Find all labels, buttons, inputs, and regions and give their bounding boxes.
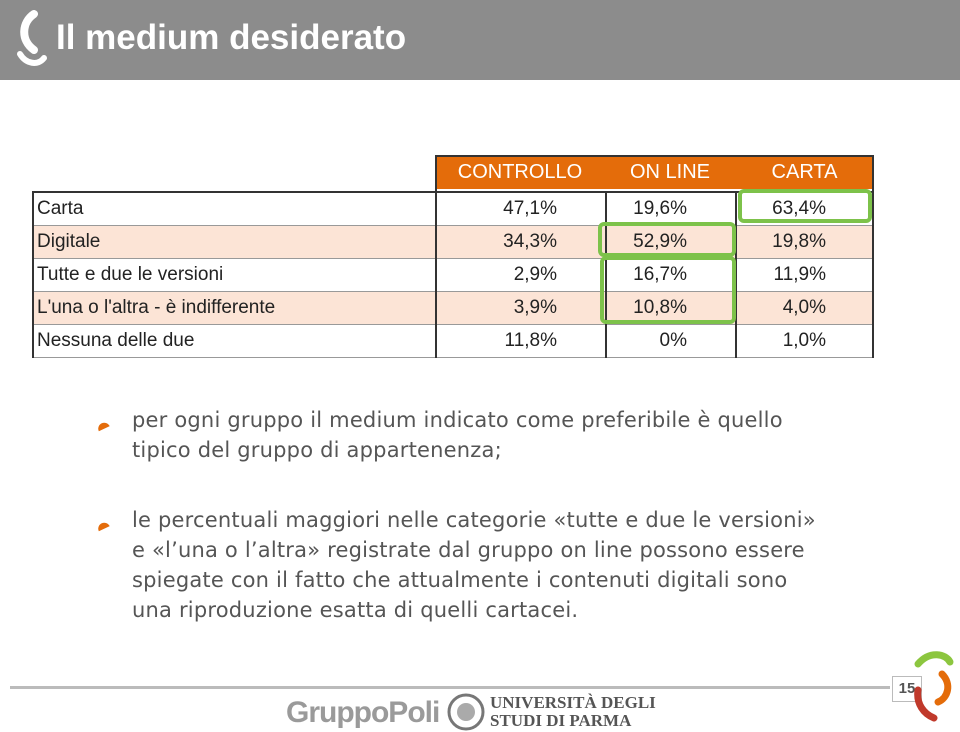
value-cell: 19,6% <box>605 193 735 226</box>
bullet-marker <box>96 520 110 532</box>
slide-title: Il medium desiderato <box>56 18 407 57</box>
value-cell: 0% <box>605 325 735 358</box>
footer-line <box>10 686 890 689</box>
column-header: CARTA <box>735 155 874 189</box>
value-cell: 16,7% <box>605 259 735 292</box>
row-bg <box>34 193 872 226</box>
page-number: 15 <box>892 676 922 702</box>
value-cell: 52,9% <box>605 226 735 259</box>
university-name: UNIVERSITÀ DEGLI STUDI DI PARMA <box>490 694 656 730</box>
row-label: Nessuna delle due <box>37 330 195 351</box>
column-header: CONTROLLO <box>435 155 605 189</box>
highlight-box <box>600 256 736 324</box>
value-cell: 4,0% <box>735 292 874 325</box>
value-cell: 10,8% <box>605 292 735 325</box>
row-label: Digitale <box>37 231 101 252</box>
bullet-text: tipico del gruppo di appartenenza; <box>132 438 502 462</box>
header-border <box>435 155 874 191</box>
row-label: Carta <box>37 198 84 219</box>
bullet-text: una riproduzione esatta di quelli cartac… <box>132 598 579 622</box>
value-cell: 47,1% <box>435 193 605 226</box>
university-line: STUDI DI PARMA <box>490 711 632 730</box>
header-bar: Il medium desiderato <box>0 0 960 80</box>
bullet-text: le percentuali maggiori nelle categorie … <box>132 508 816 532</box>
row-bg <box>34 325 872 358</box>
value-cell: 19,8% <box>735 226 874 259</box>
logo-icon <box>17 10 47 66</box>
value-cell: 11,8% <box>435 325 605 358</box>
university-seal <box>447 693 485 731</box>
row-label: Tutte e due le versioni <box>37 264 224 285</box>
value-cell: 2,9% <box>435 259 605 292</box>
row-label: L'una o l'altra - è indifferente <box>37 297 276 318</box>
value-cell: 11,9% <box>735 259 874 292</box>
gruppopoli-logo: GruppoPoli <box>286 696 440 729</box>
bullet-text: e «l’una o l’altra» registrate dal grupp… <box>132 538 805 562</box>
corner-logo <box>914 651 954 722</box>
bullet-marker <box>96 420 110 432</box>
highlight-box <box>738 189 872 223</box>
value-cell: 34,3% <box>435 226 605 259</box>
university-line: UNIVERSITÀ DEGLI <box>490 693 656 712</box>
bullet-text: per ogni gruppo il medium indicato come … <box>132 408 783 432</box>
bullet-text: spiegate con il fatto che attualmente i … <box>132 568 788 592</box>
highlight-box <box>598 222 736 257</box>
column-header: ON LINE <box>605 155 735 189</box>
value-cell: 3,9% <box>435 292 605 325</box>
value-cell: 63,4% <box>735 193 874 226</box>
value-cell: 1,0% <box>735 325 874 358</box>
